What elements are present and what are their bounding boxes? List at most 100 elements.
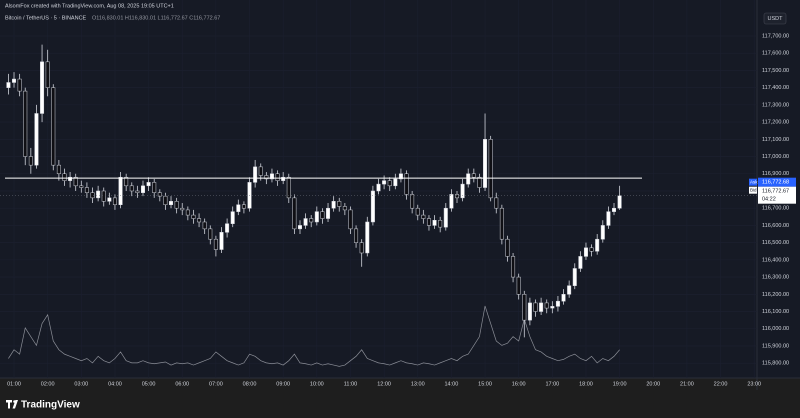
candle-body	[163, 195, 168, 206]
x-tick-label: 06:00	[175, 381, 189, 387]
currency[interactable]: USDT	[768, 16, 784, 22]
candle-body	[561, 294, 566, 302]
candle-body	[264, 175, 269, 180]
x-tick-label: 14:00	[445, 381, 459, 387]
x-tick-label: 16:00	[512, 381, 526, 387]
candle-body	[141, 185, 145, 193]
bid-price-box	[758, 186, 796, 204]
candle-body	[169, 201, 174, 206]
x-tick-label: 08:00	[243, 381, 257, 387]
candle-body	[449, 194, 454, 209]
y-tick-label: 116,100.00	[762, 309, 789, 315]
x-tick-label: 10:00	[310, 381, 324, 387]
candle-body	[45, 61, 50, 88]
candle-body	[174, 201, 179, 209]
candle-body	[68, 176, 73, 181]
candle-body	[303, 218, 308, 226]
credit: AlsomFox created with TradingView.com, A…	[5, 3, 174, 9]
candle-body	[539, 302, 544, 312]
y-tick-label: 117,300.00	[762, 102, 789, 108]
bid-box	[749, 186, 757, 194]
candle-body	[544, 302, 549, 309]
ask-label: Ask	[750, 179, 758, 184]
candle-body	[146, 182, 151, 187]
candle-body	[241, 204, 246, 209]
symbol: Bitcoin / TetherUS · 5 · BINANCE	[5, 15, 87, 21]
y-tick-label: 115,800.00	[762, 361, 789, 367]
candle-body	[527, 302, 532, 321]
candle-body	[505, 238, 510, 257]
candle-body	[606, 211, 611, 226]
candle-body	[477, 176, 482, 188]
y-tick-label: 116,600.00	[762, 223, 789, 229]
x-tick-label: 04:00	[108, 381, 122, 387]
candle-body	[471, 173, 476, 178]
bid-label: Bid	[750, 187, 757, 192]
candle-body	[612, 207, 616, 212]
volume-line	[8, 305, 620, 367]
candle-body	[499, 207, 504, 240]
candle-body	[129, 185, 134, 192]
candle-body	[331, 201, 336, 209]
candle-body	[617, 195, 622, 209]
grid-layer	[0, 0, 757, 378]
bid-price: 116,772.67	[762, 189, 789, 195]
x-tick-label: 02:00	[41, 381, 55, 387]
candle-body	[157, 192, 162, 197]
candle-body	[208, 228, 213, 240]
candle-body	[370, 190, 375, 223]
candle-body	[191, 214, 196, 219]
candle-body	[387, 180, 392, 187]
candle-body	[415, 207, 420, 216]
x-tick-label: 13:00	[411, 381, 425, 387]
x-tick-label: 20:00	[646, 381, 660, 387]
candle-body	[202, 221, 207, 230]
candle-body	[600, 225, 605, 240]
currency-box[interactable]	[763, 12, 787, 25]
candle-body	[6, 82, 11, 88]
y-tick-label: 117,500.00	[762, 68, 789, 74]
candle-body	[426, 218, 431, 226]
candle-body	[443, 207, 448, 228]
candle-body	[455, 194, 459, 199]
y-tick-label: 116,900.00	[762, 171, 789, 177]
candle-body	[135, 190, 140, 193]
x-tick-label: 05:00	[142, 381, 156, 387]
candle-body	[348, 209, 353, 230]
y-tick-label: 117,100.00	[762, 137, 789, 143]
y-tick-label: 117,000.00	[762, 154, 789, 160]
candle-body	[197, 218, 202, 223]
x-tick-label: 01:00	[7, 381, 21, 387]
x-tick-label: 15:00	[478, 381, 492, 387]
countdown: 04:22	[762, 197, 776, 203]
candle-body	[84, 187, 89, 193]
candle-body	[118, 176, 123, 206]
overlay-layer	[0, 177, 757, 196]
candle-body	[112, 197, 117, 206]
candle-body	[309, 218, 314, 223]
candle-body	[79, 185, 84, 188]
candle-body	[28, 156, 33, 166]
candle-body	[595, 238, 600, 252]
candle-body	[56, 164, 61, 175]
candle-body	[286, 176, 291, 199]
volume-layer	[8, 305, 620, 367]
y-tick-label: 117,200.00	[762, 120, 789, 126]
candle-body	[550, 306, 555, 309]
candle-body	[533, 302, 538, 312]
brand-logo	[6, 400, 18, 409]
x-tick-label: 07:00	[209, 381, 223, 387]
x-tick-label: 23:00	[747, 381, 761, 387]
y-tick-label: 115,900.00	[762, 343, 789, 349]
candle-body	[522, 294, 527, 321]
candle-body	[269, 173, 274, 180]
candle-body	[230, 211, 235, 224]
candle-body	[404, 173, 409, 195]
candle-body	[320, 211, 325, 219]
candle-body	[17, 78, 22, 92]
x-tick-label: 17:00	[545, 381, 559, 387]
y-tick-label: 116,700.00	[762, 206, 789, 212]
candle-body	[583, 247, 588, 257]
candle-body	[225, 223, 230, 233]
